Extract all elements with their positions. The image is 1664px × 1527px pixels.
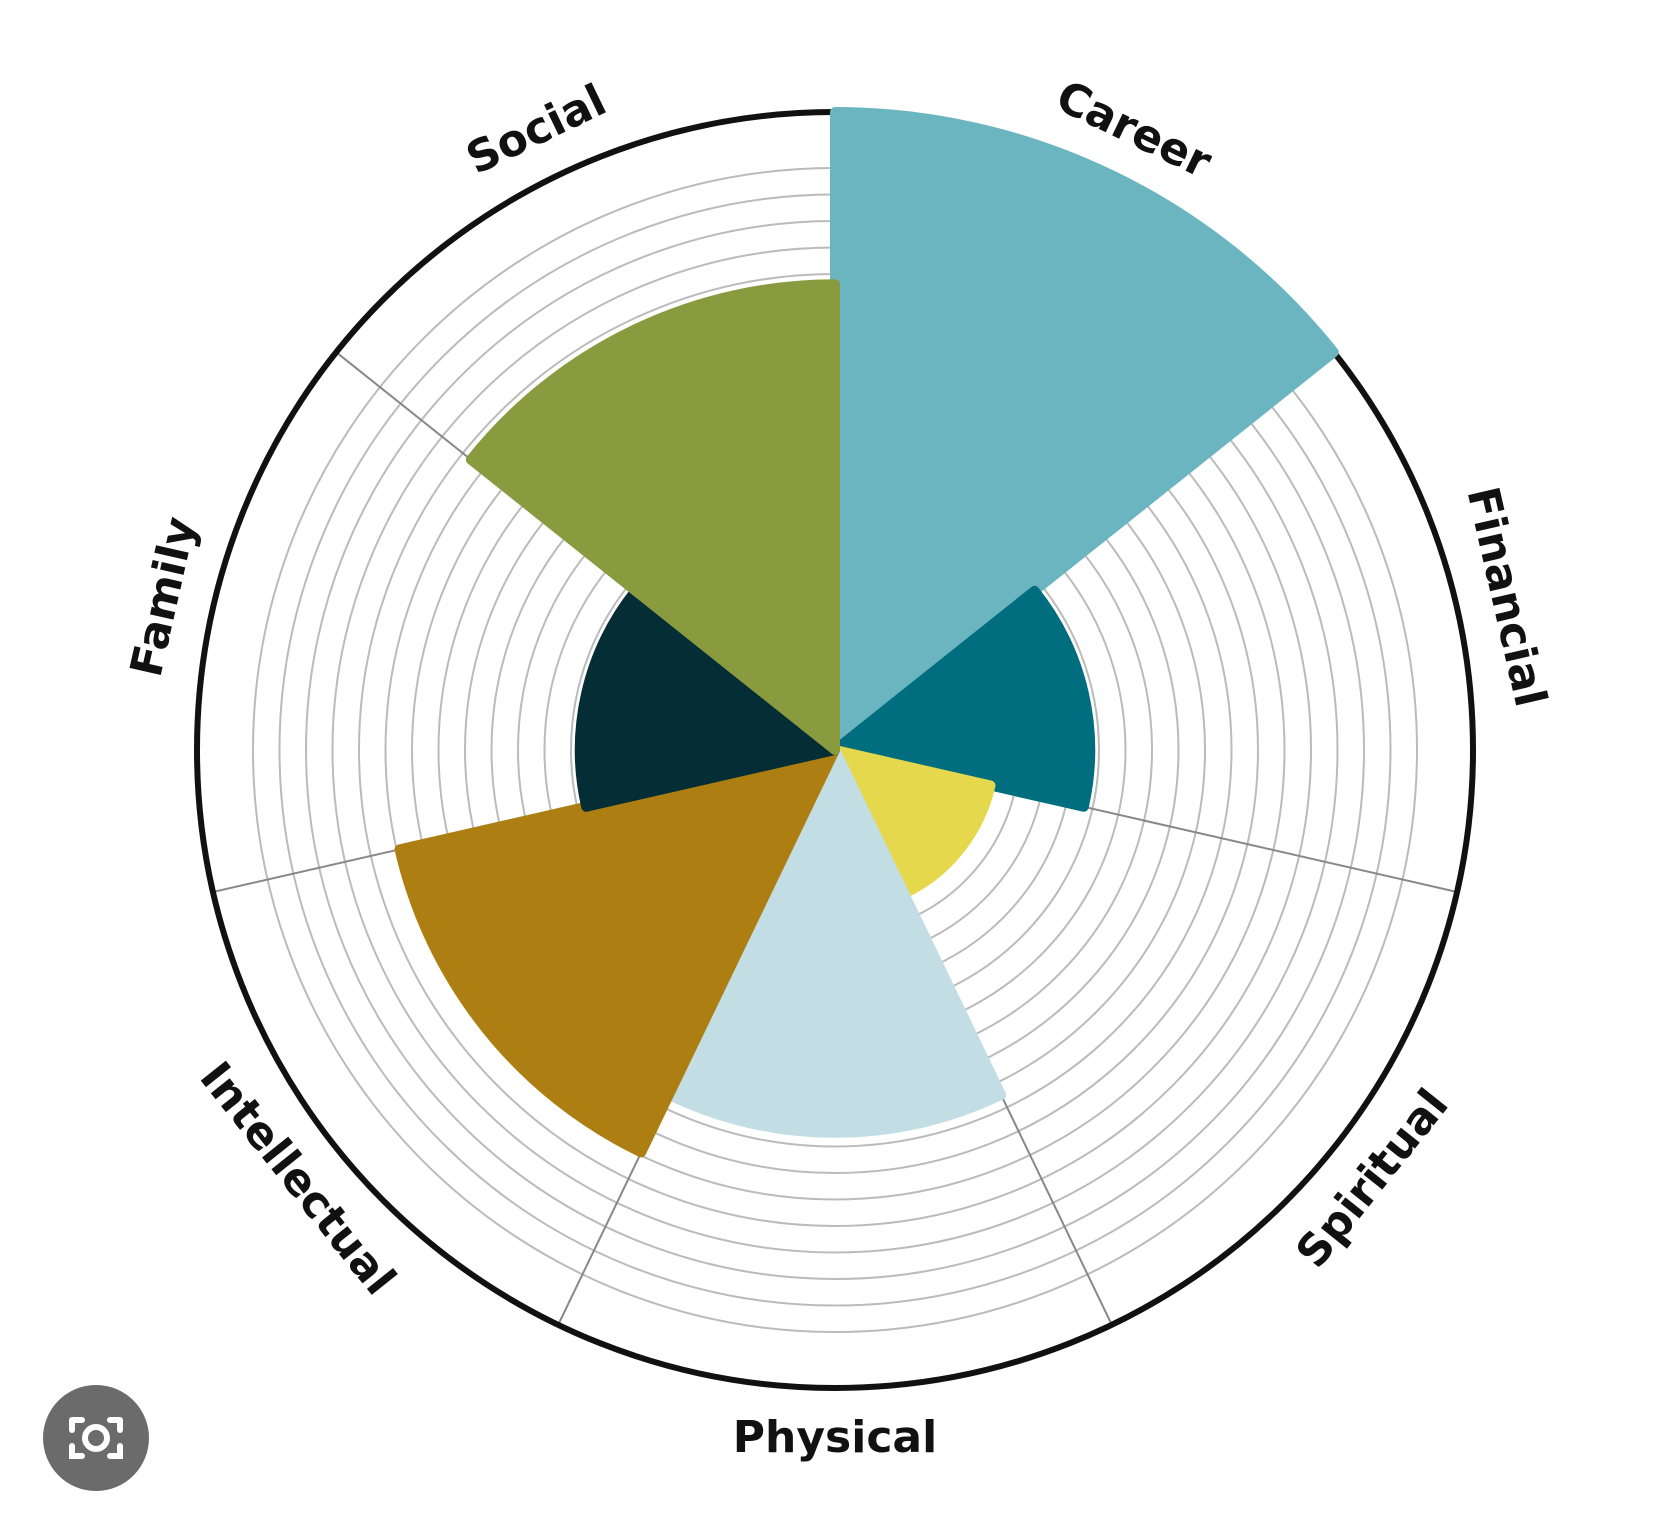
sector	[663, 745, 1007, 1138]
sector	[574, 585, 840, 812]
sector	[465, 279, 840, 755]
category-label: Spiritual	[1286, 1080, 1458, 1278]
lens-button[interactable]	[43, 1385, 149, 1491]
sector	[830, 585, 1096, 812]
sector	[394, 745, 840, 1158]
lens-button-bg[interactable]	[43, 1385, 149, 1491]
category-label: Social	[459, 75, 614, 185]
sector	[830, 745, 996, 899]
category-label: Family	[121, 512, 207, 681]
lens-icon	[69, 1417, 123, 1459]
category-label: Physical	[733, 1412, 937, 1463]
sectors	[394, 107, 1339, 1158]
sector	[830, 107, 1339, 755]
lens-icon-center	[82, 1424, 110, 1452]
